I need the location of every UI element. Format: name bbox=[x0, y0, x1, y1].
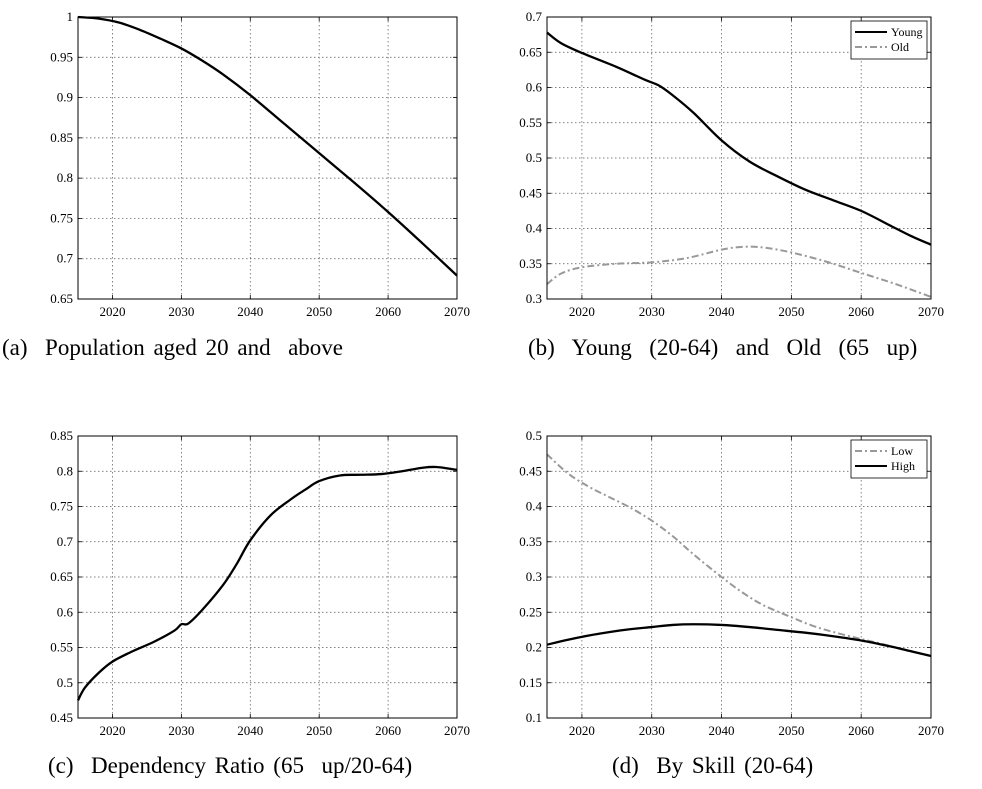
series-line-low bbox=[546, 453, 932, 657]
x-tick-label: 2050 bbox=[306, 304, 332, 319]
x-tick-label: 2040 bbox=[237, 723, 263, 738]
x-tick-label: 2070 bbox=[918, 304, 944, 319]
caption-d: (d) By Skill (20-64) bbox=[612, 753, 814, 778]
y-tick-label: 0.1 bbox=[526, 710, 542, 725]
x-tick-label: 2020 bbox=[99, 304, 125, 319]
x-tick-label: 2030 bbox=[639, 723, 665, 738]
x-tick-label: 2060 bbox=[375, 723, 401, 738]
x-tick-label: 2030 bbox=[168, 723, 194, 738]
legend-label-young: Young bbox=[891, 25, 922, 39]
plot-frame bbox=[77, 435, 458, 719]
y-tick-label: 0.8 bbox=[57, 170, 73, 185]
x-tick-label: 2070 bbox=[444, 723, 470, 738]
y-tick-label: 0.85 bbox=[50, 428, 73, 443]
x-tick-label: 2020 bbox=[569, 304, 595, 319]
y-tick-label: 0.3 bbox=[526, 291, 542, 306]
caption-a: (a) Population aged 20 and above bbox=[2, 335, 343, 360]
x-tick-label: 2040 bbox=[709, 723, 735, 738]
y-tick-label: 0.55 bbox=[50, 640, 73, 655]
y-tick-label: 0.75 bbox=[50, 499, 73, 514]
series-line-main bbox=[77, 15, 458, 277]
x-tick-label: 2060 bbox=[848, 304, 874, 319]
caption-c: (c) Dependency Ratio (65 up/20-64) bbox=[48, 753, 413, 778]
y-tick-label: 0.4 bbox=[526, 221, 543, 236]
x-tick-label: 2070 bbox=[918, 723, 944, 738]
y-tick-label: 0.25 bbox=[519, 604, 542, 619]
legend-box bbox=[850, 439, 928, 479]
series-line-main bbox=[76, 465, 458, 701]
x-tick-label: 2060 bbox=[848, 723, 874, 738]
y-tick-label: 0.5 bbox=[526, 428, 542, 443]
series-line-high bbox=[546, 623, 932, 658]
y-tick-label: 0.65 bbox=[50, 291, 73, 306]
y-tick-label: 0.45 bbox=[50, 710, 73, 725]
x-tick-label: 2040 bbox=[709, 304, 735, 319]
y-tick-label: 0.5 bbox=[526, 150, 542, 165]
y-tick-label: 0.6 bbox=[526, 80, 543, 95]
y-tick-label: 0.95 bbox=[50, 49, 73, 64]
y-tick-label: 0.65 bbox=[50, 569, 73, 584]
x-tick-label: 2040 bbox=[237, 304, 263, 319]
y-tick-label: 0.45 bbox=[519, 185, 542, 200]
plot-frame bbox=[546, 16, 932, 300]
plot-frame bbox=[77, 16, 458, 300]
x-tick-label: 2020 bbox=[569, 723, 595, 738]
y-tick-label: 0.3 bbox=[526, 569, 542, 584]
y-tick-label: 1 bbox=[67, 9, 74, 24]
y-tick-label: 0.15 bbox=[519, 675, 542, 690]
x-tick-label: 2060 bbox=[375, 304, 401, 319]
y-tick-label: 0.55 bbox=[519, 115, 542, 130]
x-tick-label: 2050 bbox=[778, 723, 804, 738]
x-tick-label: 2050 bbox=[778, 304, 804, 319]
y-tick-label: 0.9 bbox=[57, 90, 73, 105]
y-tick-label: 0.8 bbox=[57, 463, 73, 478]
legend-label-old: Old bbox=[891, 40, 909, 54]
series-line-old bbox=[546, 245, 932, 298]
y-tick-label: 0.4 bbox=[526, 499, 543, 514]
y-tick-label: 0.7 bbox=[526, 9, 543, 24]
y-tick-label: 0.35 bbox=[519, 256, 542, 271]
chart-panel-d: 2020 2030 2040 2050 2060 2070 0.1 0.15 0.2 0.25 0.… bbox=[519, 428, 944, 738]
y-tick-label: 0.6 bbox=[57, 604, 74, 619]
plot-frame bbox=[546, 435, 932, 719]
x-tick-label: 2070 bbox=[444, 304, 470, 319]
x-tick-label: 2050 bbox=[306, 723, 332, 738]
y-tick-label: 0.5 bbox=[57, 675, 73, 690]
legend-label-high: High bbox=[891, 459, 915, 473]
chart-panel-c: 2020 2030 2040 2050 2060 2070 0.45 0.5 0.55 0.6 0.… bbox=[50, 428, 470, 738]
y-tick-label: 0.7 bbox=[57, 251, 74, 266]
y-tick-label: 0.45 bbox=[519, 463, 542, 478]
legend-label-low: Low bbox=[891, 444, 913, 458]
y-tick-label: 0.35 bbox=[519, 534, 542, 549]
x-tick-label: 2030 bbox=[168, 304, 194, 319]
y-tick-label: 0.85 bbox=[50, 130, 73, 145]
series-line-young bbox=[546, 31, 932, 246]
y-tick-label: 0.7 bbox=[57, 534, 74, 549]
y-tick-label: 0.75 bbox=[50, 210, 73, 225]
x-tick-label: 2030 bbox=[639, 304, 665, 319]
y-tick-label: 0.2 bbox=[526, 640, 542, 655]
y-tick-label: 0.65 bbox=[519, 44, 542, 59]
caption-b: (b) Young (20-64) and Old (65 up) bbox=[528, 335, 918, 360]
x-tick-label: 2020 bbox=[99, 723, 125, 738]
legend-box bbox=[850, 20, 928, 60]
chart-panel-b: 2020 2030 2040 2050 2060 2070 0.3 0.35 0.4 0.45 0.… bbox=[519, 9, 944, 319]
chart-panel-a: 2020 2030 2040 2050 2060 2070 0.65 0.7 0.75 0.8 0.… bbox=[50, 9, 470, 319]
